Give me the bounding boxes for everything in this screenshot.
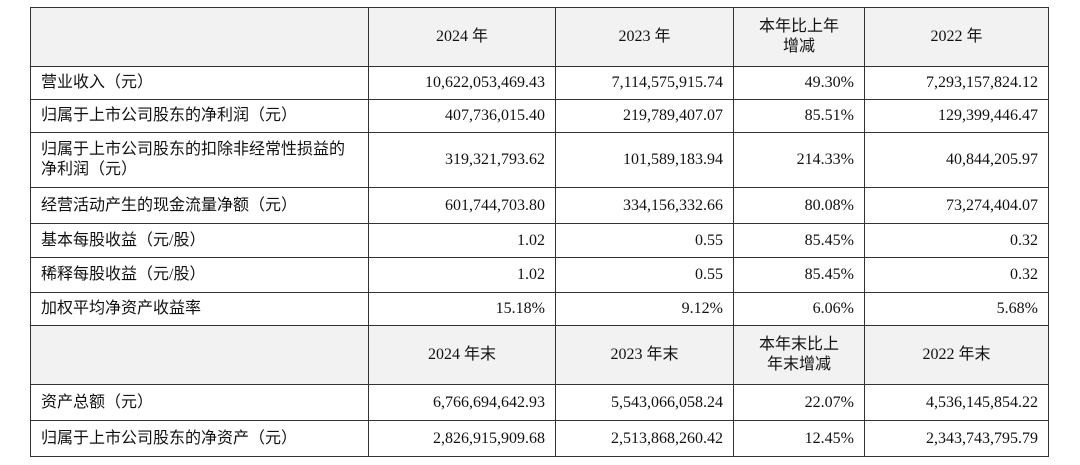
- header-cell: 2024 年: [368, 7, 556, 67]
- data-row: 加权平均净资产收益率 15.18% 9.12% 6.06% 5.68%: [30, 292, 1049, 326]
- data-row: 稀释每股收益（元/股） 1.02 0.55 85.45% 0.32: [30, 257, 1049, 293]
- value-cell: 85.45%: [733, 257, 865, 293]
- value-cell: 2,513,868,260.42: [555, 420, 734, 457]
- row-label: 营业收入（元）: [30, 66, 369, 100]
- value-cell: 101,589,183.94: [555, 132, 734, 188]
- value-cell: 7,114,575,915.74: [555, 66, 734, 100]
- row-label: 归属于上市公司股东的净利润（元）: [30, 99, 369, 133]
- data-row: 基本每股收益（元/股） 1.02 0.55 85.45% 0.32: [30, 223, 1049, 258]
- header-cell: 2022 年: [864, 7, 1049, 67]
- value-cell: 1.02: [368, 257, 556, 293]
- value-cell: 601,744,703.80: [368, 187, 556, 224]
- data-row: 经营活动产生的现金流量净额（元） 601,744,703.80 334,156,33…: [30, 187, 1049, 224]
- header-cell: 2023 年末: [555, 325, 734, 385]
- value-cell: 85.51%: [733, 99, 865, 133]
- header-cell: [30, 7, 369, 67]
- value-cell: 129,399,446.47: [864, 99, 1049, 133]
- header-cell: 本年比上年增减: [733, 7, 865, 67]
- header-cell: 2023 年: [555, 7, 734, 67]
- value-cell: 2,343,743,795.79: [864, 420, 1049, 457]
- data-row: 资产总额（元） 6,766,694,642.93 5,543,066,058.24 2…: [30, 384, 1049, 421]
- header-row: 2024 年末 2023 年末 本年末比上年末增减 2022 年末: [30, 325, 1049, 385]
- value-cell: 1.02: [368, 223, 556, 258]
- value-cell: 4,536,145,854.22: [864, 384, 1049, 421]
- table-body: 2024 年 2023 年本年比上年增减 2022 年营业收入（元） 10,622,0…: [30, 7, 1049, 457]
- row-label: 稀释每股收益（元/股）: [30, 257, 369, 293]
- financial-table: 2024 年 2023 年本年比上年增减 2022 年营业收入（元） 10,622,0…: [30, 7, 1049, 457]
- value-cell: 49.30%: [733, 66, 865, 100]
- value-cell: 7,293,157,824.12: [864, 66, 1049, 100]
- row-label: 归属于上市公司股东的扣除非经常性损益的净利润（元）: [30, 132, 369, 188]
- value-cell: 80.08%: [733, 187, 865, 224]
- value-cell: 0.32: [864, 223, 1049, 258]
- value-cell: 5,543,066,058.24: [555, 384, 734, 421]
- value-cell: 12.45%: [733, 420, 865, 457]
- value-cell: 319,321,793.62: [368, 132, 556, 188]
- data-row: 营业收入（元） 10,622,053,469.43 7,114,575,915.74…: [30, 66, 1049, 100]
- row-label: 加权平均净资产收益率: [30, 292, 369, 326]
- value-cell: 334,156,332.66: [555, 187, 734, 224]
- header-cell: 2022 年末: [864, 325, 1049, 385]
- value-cell: 6,766,694,642.93: [368, 384, 556, 421]
- value-cell: 10,622,053,469.43: [368, 66, 556, 100]
- value-cell: 73,274,404.07: [864, 187, 1049, 224]
- row-label: 资产总额（元）: [30, 384, 369, 421]
- value-cell: 0.55: [555, 223, 734, 258]
- value-cell: 5.68%: [864, 292, 1049, 326]
- data-row: 归属于上市公司股东的净资产（元） 2,826,915,909.68 2,513,86…: [30, 420, 1049, 457]
- value-cell: 214.33%: [733, 132, 865, 188]
- value-cell: 85.45%: [733, 223, 865, 258]
- value-cell: 407,736,015.40: [368, 99, 556, 133]
- value-cell: 0.55: [555, 257, 734, 293]
- data-row: 归属于上市公司股东的净利润（元） 407,736,015.40 219,789,40…: [30, 99, 1049, 133]
- header-row: 2024 年 2023 年本年比上年增减 2022 年: [30, 7, 1049, 67]
- row-label: 基本每股收益（元/股）: [30, 223, 369, 258]
- value-cell: 22.07%: [733, 384, 865, 421]
- value-cell: 219,789,407.07: [555, 99, 734, 133]
- value-cell: 2,826,915,909.68: [368, 420, 556, 457]
- data-row: 归属于上市公司股东的扣除非经常性损益的净利润（元） 319,321,793.62 1…: [30, 132, 1049, 188]
- value-cell: 15.18%: [368, 292, 556, 326]
- value-cell: 9.12%: [555, 292, 734, 326]
- header-cell: 2024 年末: [368, 325, 556, 385]
- row-label: 经营活动产生的现金流量净额（元）: [30, 187, 369, 224]
- header-cell: 本年末比上年末增减: [733, 325, 865, 385]
- value-cell: 0.32: [864, 257, 1049, 293]
- value-cell: 40,844,205.97: [864, 132, 1049, 188]
- value-cell: 6.06%: [733, 292, 865, 326]
- header-cell: [30, 325, 369, 385]
- row-label: 归属于上市公司股东的净资产（元）: [30, 420, 369, 457]
